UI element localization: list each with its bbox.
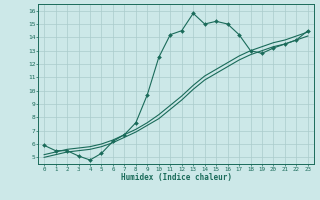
X-axis label: Humidex (Indice chaleur): Humidex (Indice chaleur) [121, 173, 231, 182]
